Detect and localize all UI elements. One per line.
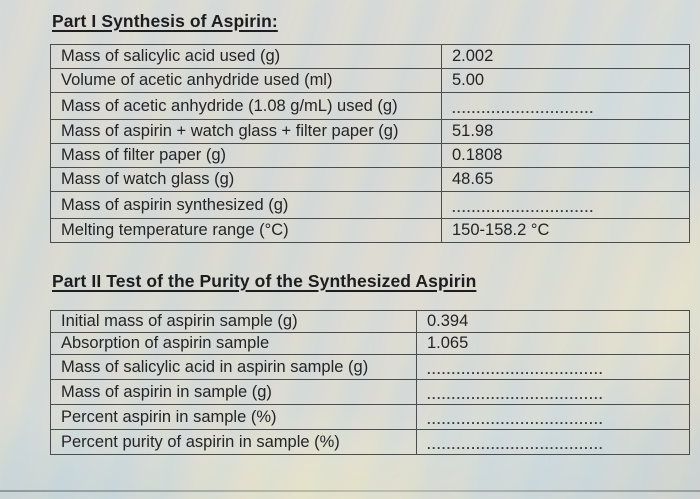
table-row: Mass of watch glass (g) 48.65: [50, 166, 690, 192]
row-label: Initial mass of aspirin sample (g): [50, 310, 417, 333]
row-label: Mass of aspirin + watch glass + filter p…: [50, 119, 442, 144]
row-label: Mass of aspirin in sample (g): [50, 378, 417, 405]
row-value-blank-dotted: ....................................: [416, 353, 690, 380]
row-value: 48.65: [441, 166, 690, 192]
table-row: Mass of acetic anhydride (1.08 g/mL) use…: [50, 91, 690, 121]
table-row: Mass of aspirin in sample (g)...........…: [50, 378, 690, 405]
table-row: Mass of filter paper (g) 0.1808: [50, 142, 690, 168]
table-row: Percent purity of aspirin in sample (%).…: [50, 428, 690, 456]
table-row: Mass of salicylic acid in aspirin sample…: [50, 353, 690, 380]
part1-table: Mass of salicylic acid used (g) 2.002 Volu…: [50, 44, 690, 243]
part2-table: Initial mass of aspirin sample (g) 0.394 A…: [50, 310, 690, 456]
row-value: 5.00: [441, 67, 690, 93]
row-label: Mass of aspirin synthesized (g): [50, 190, 442, 220]
row-label: Mass of filter paper (g): [50, 142, 442, 168]
part1-title: Part I Synthesis of Aspirin:: [52, 11, 278, 31]
row-label: Mass of watch glass (g): [50, 166, 442, 192]
row-label: Mass of acetic anhydride (1.08 g/mL) use…: [50, 91, 442, 121]
row-value: 2.002: [441, 44, 690, 69]
table-row: Mass of aspirin + watch glass + filter p…: [50, 119, 690, 144]
row-value: 0.394: [416, 310, 690, 333]
row-label: Percent purity of aspirin in sample (%): [50, 428, 417, 456]
row-value: 150-158.2 °C: [441, 218, 690, 243]
table-row: Volume of acetic anhydride used (ml) 5.00: [50, 67, 690, 93]
table-row: Initial mass of aspirin sample (g) 0.394: [50, 310, 690, 333]
row-label: Melting temperature range (°C): [50, 218, 442, 243]
row-label: Percent aspirin in sample (%): [50, 403, 417, 430]
part2-title: Part II Test of the Purity of the Synthe…: [52, 271, 477, 291]
row-value-blank-dotted: ....................................: [416, 428, 690, 456]
table-row: Mass of aspirin synthesized (g).........…: [50, 190, 690, 220]
row-label: Mass of salicylic acid in aspirin sample…: [50, 353, 417, 380]
row-value-blank-dotted: .............................: [441, 190, 690, 220]
row-value-blank-dotted: .............................: [441, 91, 690, 121]
table-row: Absorption of aspirin sample 1.065: [50, 331, 690, 355]
row-value: 0.1808: [441, 142, 690, 168]
row-value-blank-dotted: ....................................: [416, 403, 690, 430]
row-label: Mass of salicylic acid used (g): [50, 44, 442, 69]
table-row: Percent aspirin in sample (%)...........…: [50, 403, 690, 430]
table-row: Mass of salicylic acid used (g) 2.002: [50, 44, 690, 69]
table-row: Melting temperature range (°C) 150-158.2 …: [50, 218, 690, 243]
row-value: 51.98: [441, 119, 690, 144]
row-label: Absorption of aspirin sample: [50, 331, 417, 355]
row-value-blank-dotted: ....................................: [416, 378, 690, 405]
row-value: 1.065: [416, 331, 690, 355]
row-label: Volume of acetic anhydride used (ml): [50, 67, 442, 93]
